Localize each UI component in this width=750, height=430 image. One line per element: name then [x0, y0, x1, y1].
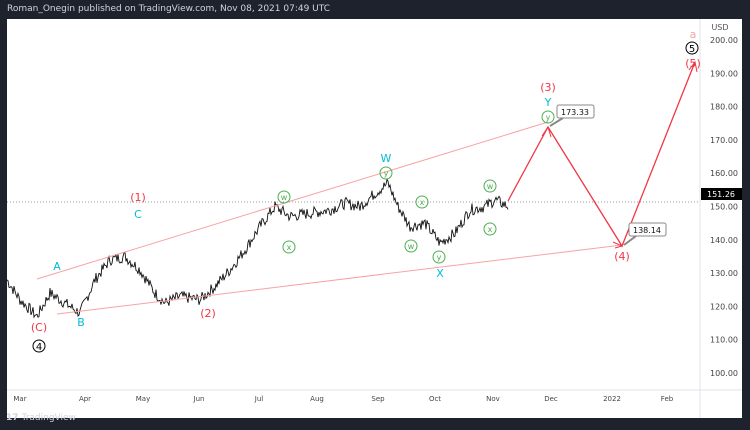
- price-tick: 180.00: [710, 103, 738, 112]
- wave-label: y: [437, 253, 442, 262]
- last-price-badge: [701, 188, 742, 200]
- circle-icon: [685, 41, 699, 55]
- chart-svg: 200.00 190.00 180.00 170.00 160.00 150.00 140.…: [7, 19, 742, 418]
- price-callout-low[interactable]: 138.14: [623, 222, 667, 246]
- wave-label: w: [281, 193, 288, 202]
- price-tick: 190.00: [710, 69, 738, 78]
- price-tick: 150.00: [710, 203, 738, 212]
- wave-label: Y: [544, 96, 552, 109]
- circle-icon: [32, 339, 46, 353]
- wave-label: (4): [614, 250, 630, 263]
- arrow-head-icon: [612, 241, 624, 249]
- brand-name: TradingView: [21, 413, 76, 423]
- time-tick: Mar: [13, 395, 26, 403]
- time-tick: Apr: [79, 395, 91, 403]
- wave-label: X: [436, 267, 444, 280]
- callout-text: 173.33: [561, 108, 589, 117]
- price-callout-high[interactable]: 173.33: [549, 104, 595, 127]
- time-tick: May: [136, 395, 150, 403]
- projection-path[interactable]: [507, 61, 696, 248]
- price-tick: 100.00: [710, 369, 738, 378]
- time-tick: Jun: [193, 395, 205, 403]
- price-tick: 110.00: [710, 336, 738, 345]
- tradingview-logo[interactable]: 𝟭𝟳 TradingView: [6, 413, 76, 423]
- time-tick: Aug: [310, 395, 324, 403]
- wave-label: (C): [31, 321, 47, 334]
- wave-label: C: [134, 208, 142, 221]
- last-price-text: 151.26: [707, 190, 735, 199]
- time-tick: Nov: [486, 395, 500, 403]
- wave-label: 5: [689, 44, 695, 55]
- time-tick: Oct: [429, 395, 441, 403]
- time-tick: Feb: [661, 395, 674, 403]
- wave-label: W: [381, 152, 392, 165]
- chart-area[interactable]: 200.00 190.00 180.00 170.00 160.00 150.00 140.…: [7, 19, 742, 418]
- wave-label: A: [53, 260, 61, 273]
- wave-label: (3): [540, 81, 556, 94]
- arrow-head-icon: [541, 125, 552, 138]
- time-tick: Sep: [371, 395, 385, 403]
- price-tick: 140.00: [710, 236, 738, 245]
- wave-label: a: [690, 28, 697, 41]
- wave-label: x: [488, 225, 493, 234]
- wave-label: (5): [685, 57, 701, 70]
- wave-label: B: [77, 316, 85, 329]
- lower-channel-line[interactable]: [56, 244, 623, 315]
- price-tick: 200.00: [710, 36, 738, 45]
- upper-channel-line[interactable]: [36, 121, 549, 280]
- price-tick: 120.00: [710, 302, 738, 311]
- wave-label: x: [420, 198, 425, 207]
- wave-label: y: [546, 113, 551, 122]
- price-tick: 170.00: [710, 136, 738, 145]
- price-tick: 160.00: [710, 169, 738, 178]
- price-series: [7, 178, 509, 319]
- wave-label: w: [408, 242, 415, 251]
- wave-label: w: [487, 182, 494, 191]
- price-tick: 130.00: [710, 269, 738, 278]
- wave-label: 4: [36, 342, 42, 353]
- publisher-line: Roman_Onegin published on TradingView.co…: [7, 4, 331, 14]
- wave-label: x: [287, 243, 292, 252]
- wave-label: (1): [130, 191, 146, 204]
- time-tick: 2022: [603, 395, 621, 403]
- currency-label: USD: [711, 23, 728, 32]
- wave-label: (2): [200, 307, 216, 320]
- wave-label: y: [384, 169, 389, 178]
- callout-text: 138.14: [633, 226, 661, 235]
- time-tick: Dec: [544, 395, 558, 403]
- time-tick: Jul: [254, 395, 264, 403]
- arrow-head-icon: [688, 60, 698, 73]
